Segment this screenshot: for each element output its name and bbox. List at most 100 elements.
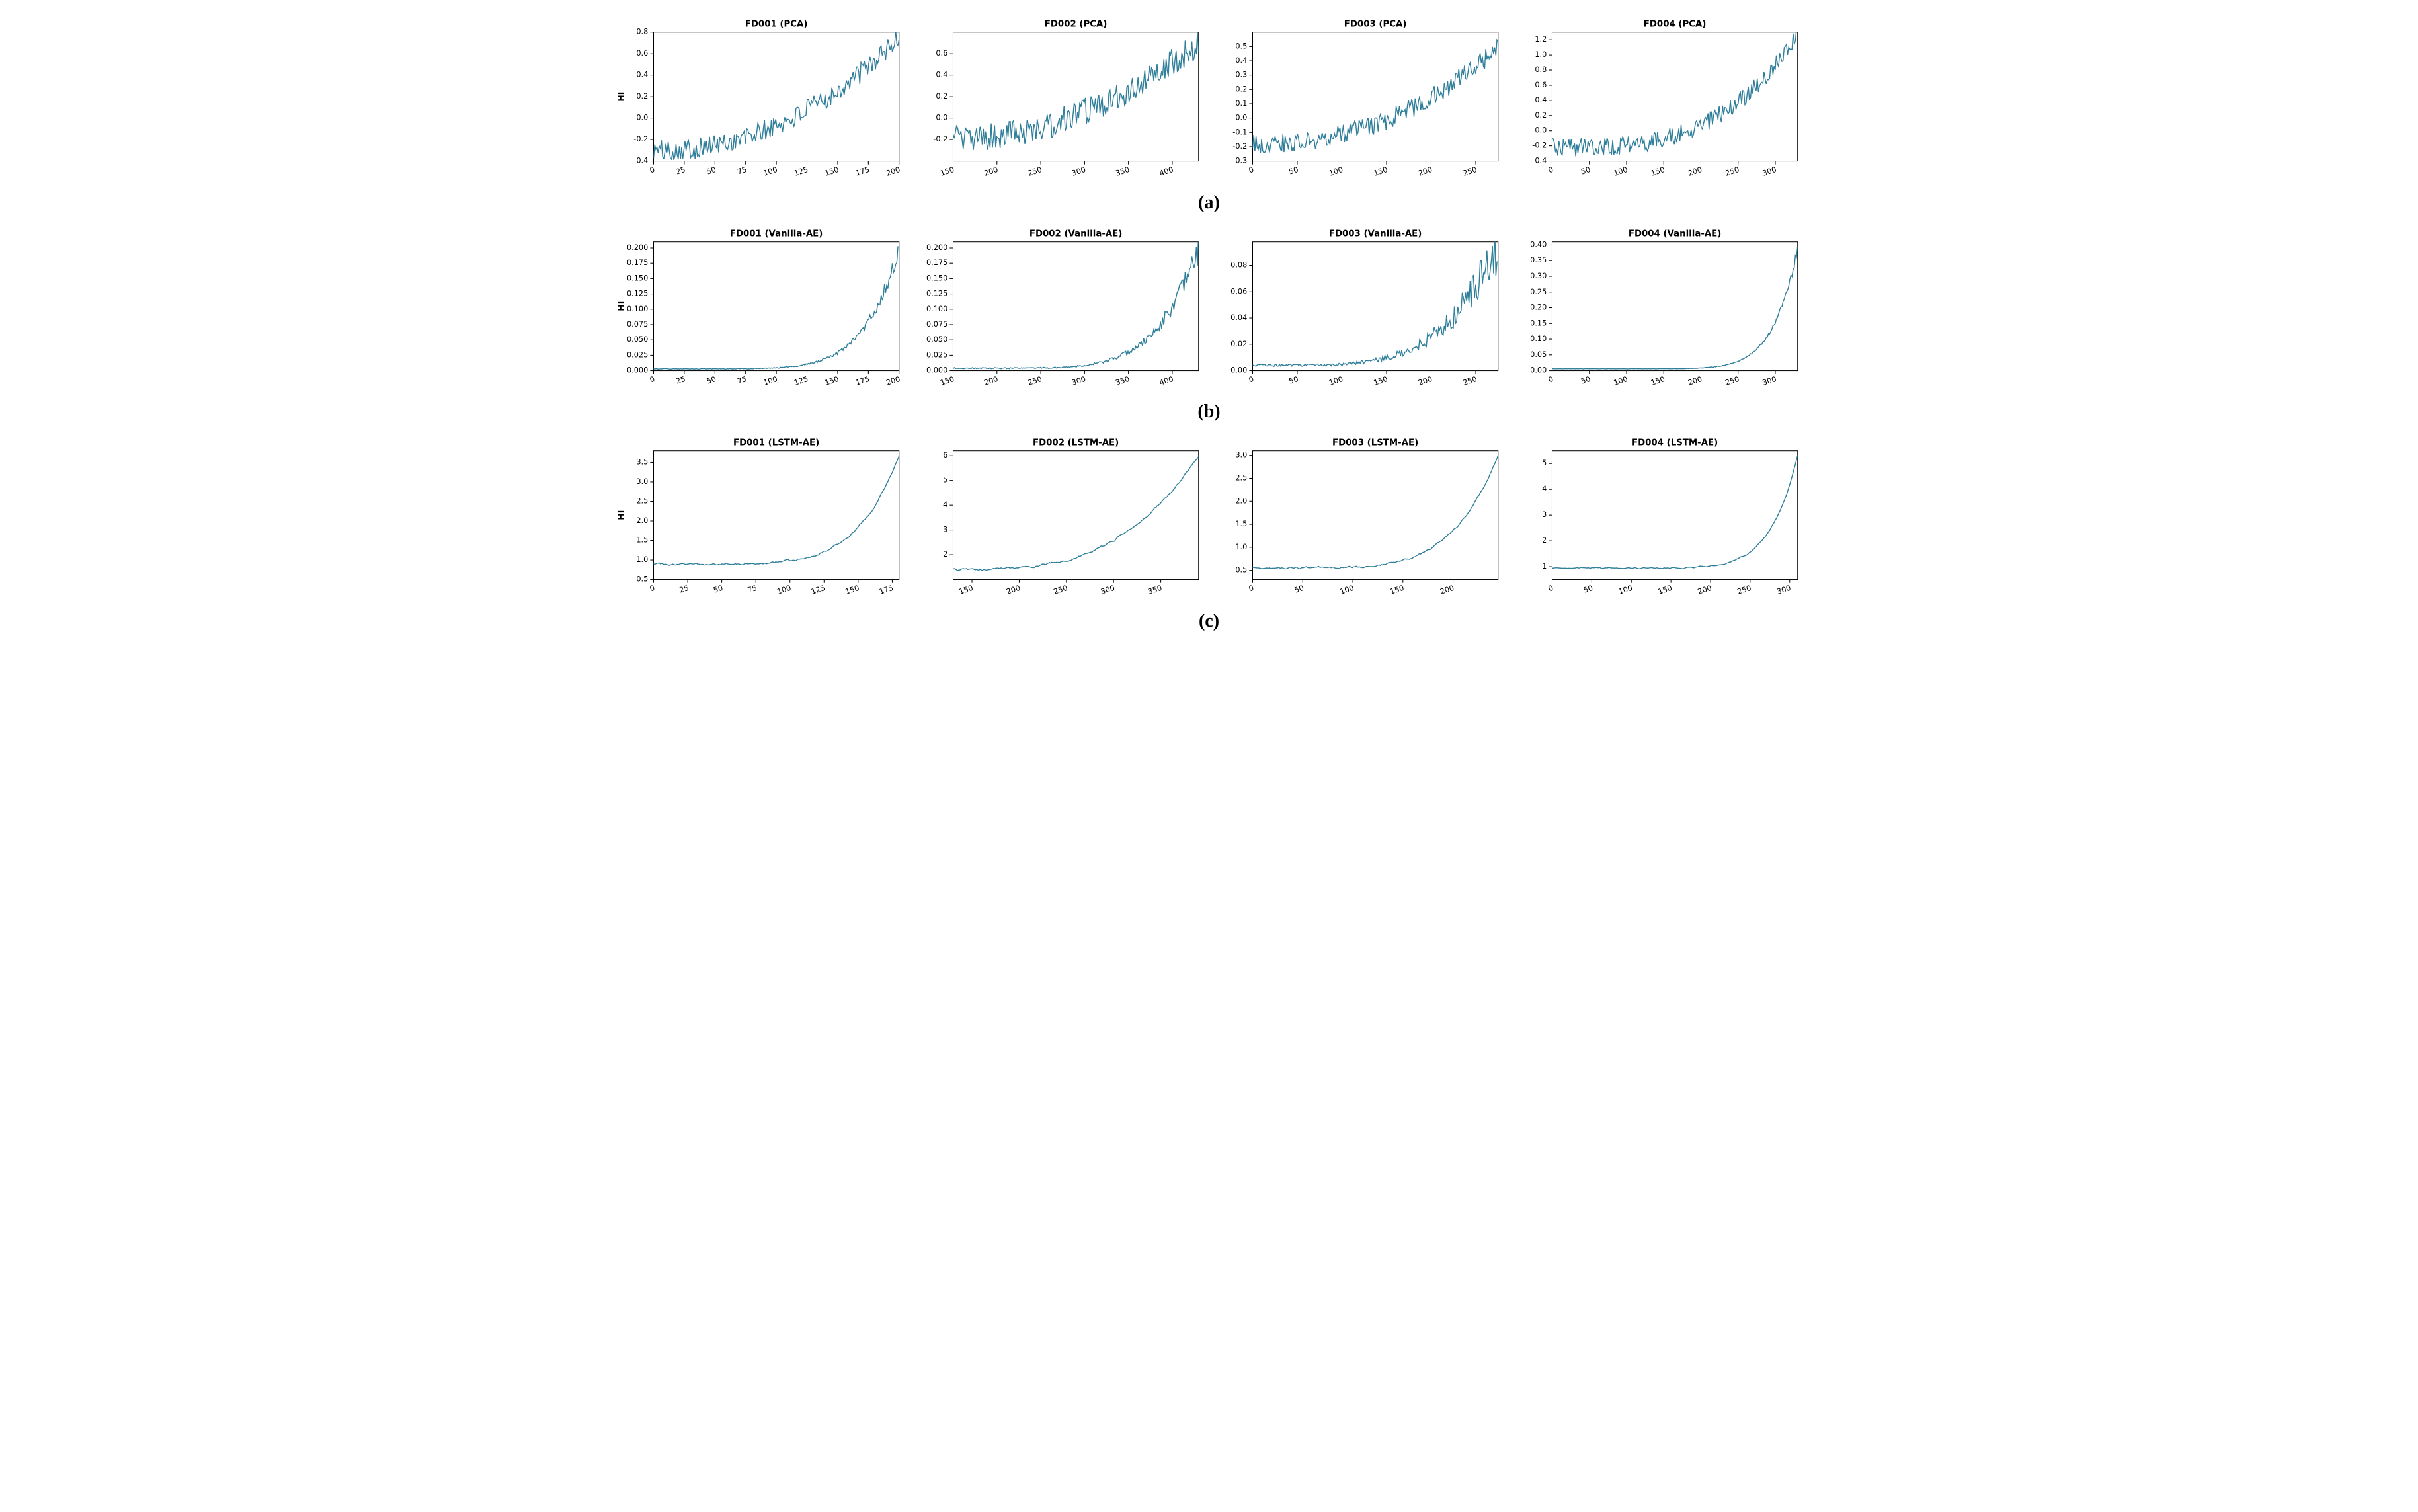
- panel-title: FD004 (Vanilla-AE): [1628, 229, 1721, 239]
- ytick-label: 3.0: [1235, 451, 1247, 459]
- xtick-label: 0: [1248, 165, 1255, 175]
- plot-border: [653, 241, 899, 370]
- ytick-label: -0.2: [1232, 142, 1247, 151]
- ylabel: HI: [616, 510, 625, 520]
- panel-title: FD001 (PCA): [745, 20, 807, 30]
- ytick-label: 1: [1542, 562, 1547, 571]
- xtick-label: 50: [705, 375, 717, 386]
- ytick-label: 0.00: [1230, 366, 1247, 374]
- ytick-label: -0.3: [1232, 157, 1247, 165]
- ytick-label: 0.08: [1230, 260, 1247, 269]
- chart-panel: 150200250300350400-0.20.00.20.40.6FD002 …: [914, 13, 1205, 190]
- xtick-label: 300: [1070, 165, 1086, 178]
- ytick-label: 0.20: [1530, 303, 1547, 311]
- xtick-label: 75: [736, 375, 748, 386]
- xtick-label: 50: [1293, 584, 1305, 595]
- panel-title: FD003 (LSTM-AE): [1332, 438, 1418, 448]
- panel-fd001-lstm-ae-: 02550751001251501750.51.01.52.02.53.03.5…: [614, 432, 906, 608]
- xtick-label: 350: [1147, 584, 1162, 596]
- xtick-label: 150: [1372, 375, 1388, 387]
- xtick-label: 200: [1417, 165, 1433, 178]
- ytick-label: -0.4: [1532, 157, 1547, 165]
- xtick-label: 100: [762, 165, 778, 178]
- xtick-label: 175: [854, 375, 870, 387]
- panel-fd003-lstm-ae-: 0501001502000.51.01.52.02.53.0FD003 (LST…: [1213, 432, 1505, 608]
- ytick-label: 0.200: [627, 243, 648, 252]
- ytick-label: 0.025: [926, 350, 947, 359]
- ytick-label: 3: [1542, 510, 1547, 519]
- xtick-label: 200: [983, 165, 998, 178]
- ytick-label: 0.175: [926, 259, 947, 267]
- ytick-label: 0.40: [1530, 240, 1547, 249]
- xtick-label: 50: [705, 165, 717, 177]
- ytick-label: 0.075: [627, 320, 648, 329]
- xtick-label: 100: [1328, 165, 1344, 178]
- plot-border: [653, 451, 899, 580]
- panel-fd001-pca-: 0255075100125150175200-0.4-0.20.00.20.40…: [614, 13, 906, 190]
- xtick-label: 200: [1439, 584, 1455, 596]
- ylabel: HI: [616, 92, 625, 102]
- ytick-label: 0.3: [1235, 71, 1247, 79]
- xtick-label: 300: [1070, 375, 1086, 387]
- ytick-label: 2.0: [1235, 497, 1247, 506]
- row-label: (c): [614, 611, 1804, 632]
- xtick-label: 200: [1687, 375, 1703, 387]
- ytick-label: 1.0: [1535, 50, 1547, 59]
- panel-title: FD004 (PCA): [1643, 20, 1706, 30]
- ytick-label: 0.150: [926, 274, 947, 282]
- xtick-label: 75: [746, 584, 758, 595]
- xtick-label: 50: [1580, 165, 1592, 177]
- ytick-label: 0.2: [1235, 85, 1247, 93]
- xtick-label: 250: [1461, 375, 1477, 387]
- panel-title: FD002 (PCA): [1044, 20, 1107, 30]
- ytick-label: 2.5: [1235, 474, 1247, 483]
- figure-grid: 0255075100125150175200-0.4-0.20.00.20.40…: [614, 13, 1804, 632]
- xtick-label: 100: [1612, 165, 1628, 178]
- xtick-label: 200: [1005, 584, 1021, 596]
- ytick-label: 0.000: [627, 366, 648, 374]
- ytick-label: 0.0: [636, 114, 648, 122]
- ytick-label: 0.175: [627, 259, 648, 267]
- xtick-label: 200: [1417, 375, 1433, 387]
- panel-fd002-pca-: 150200250300350400-0.20.00.20.40.6FD002 …: [914, 13, 1205, 190]
- xtick-label: 250: [1026, 375, 1042, 387]
- ytick-label: 6: [943, 451, 947, 459]
- chart-row-vanilla-ae: 02550751001251501752000.0000.0250.0500.0…: [614, 223, 1804, 399]
- xtick-label: 250: [1461, 165, 1477, 178]
- xtick-label: 25: [674, 375, 686, 386]
- xtick-label: 100: [1617, 584, 1633, 596]
- ytick-label: 0.04: [1230, 313, 1247, 322]
- xtick-label: 200: [1696, 584, 1712, 596]
- panel-title: FD001 (LSTM-AE): [733, 438, 819, 448]
- chart-panel: 0255075100125150175200-0.4-0.20.00.20.40…: [614, 13, 906, 190]
- chart-panel: 15020025030035023456FD002 (LSTM-AE): [914, 432, 1205, 608]
- ytick-label: 0.4: [1535, 96, 1547, 104]
- xtick-label: 0: [1547, 584, 1554, 594]
- ytick-label: 0.125: [926, 289, 947, 298]
- chart-panel: 0501001502000.51.01.52.02.53.0FD003 (LST…: [1213, 432, 1505, 608]
- xtick-label: 300: [1775, 584, 1791, 596]
- ytick-label: 0.35: [1530, 256, 1547, 264]
- plot-border: [1552, 451, 1797, 580]
- xtick-label: 150: [939, 165, 955, 178]
- chart-panel: 02550751001251501752000.0000.0250.0500.0…: [614, 223, 906, 399]
- panel-title: FD004 (LSTM-AE): [1632, 438, 1718, 448]
- xtick-label: 0: [649, 375, 656, 385]
- ytick-label: 0.6: [636, 49, 648, 58]
- row-label: (b): [614, 401, 1804, 422]
- xtick-label: 125: [793, 165, 809, 178]
- xtick-label: 125: [810, 584, 826, 596]
- xtick-label: 100: [776, 584, 791, 596]
- panel-fd002-lstm-ae-: 15020025030035023456FD002 (LSTM-AE): [914, 432, 1205, 608]
- ytick-label: 5: [1542, 459, 1547, 467]
- ytick-label: 0.8: [636, 28, 648, 36]
- ytick-label: 0.15: [1530, 319, 1547, 327]
- ytick-label: 2: [1542, 536, 1547, 545]
- chart-panel: 05010015020025030012345FD004 (LSTM-AE): [1513, 432, 1804, 608]
- ytick-label: 1.5: [1235, 520, 1247, 528]
- panel-fd004-vanilla-ae-: 0501001502002503000.000.050.100.150.200.…: [1513, 223, 1804, 399]
- xtick-label: 50: [712, 584, 724, 595]
- xtick-label: 0: [1547, 165, 1554, 175]
- ytick-label: 0.02: [1230, 339, 1247, 348]
- chart-row-pca: 0255075100125150175200-0.4-0.20.00.20.40…: [614, 13, 1804, 190]
